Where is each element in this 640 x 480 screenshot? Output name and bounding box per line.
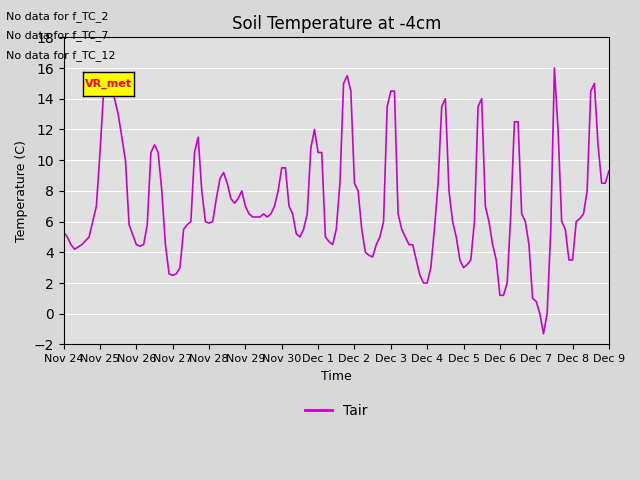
Title: Soil Temperature at -4cm: Soil Temperature at -4cm bbox=[232, 15, 441, 33]
Text: No data for f_TC_12: No data for f_TC_12 bbox=[6, 49, 116, 60]
Text: VR_met: VR_met bbox=[85, 79, 132, 89]
X-axis label: Time: Time bbox=[321, 370, 351, 383]
Y-axis label: Temperature (C): Temperature (C) bbox=[15, 140, 28, 242]
Text: No data for f_TC_2: No data for f_TC_2 bbox=[6, 11, 109, 22]
Text: No data for f_TC_7: No data for f_TC_7 bbox=[6, 30, 109, 41]
Legend: Tair: Tair bbox=[299, 398, 374, 423]
